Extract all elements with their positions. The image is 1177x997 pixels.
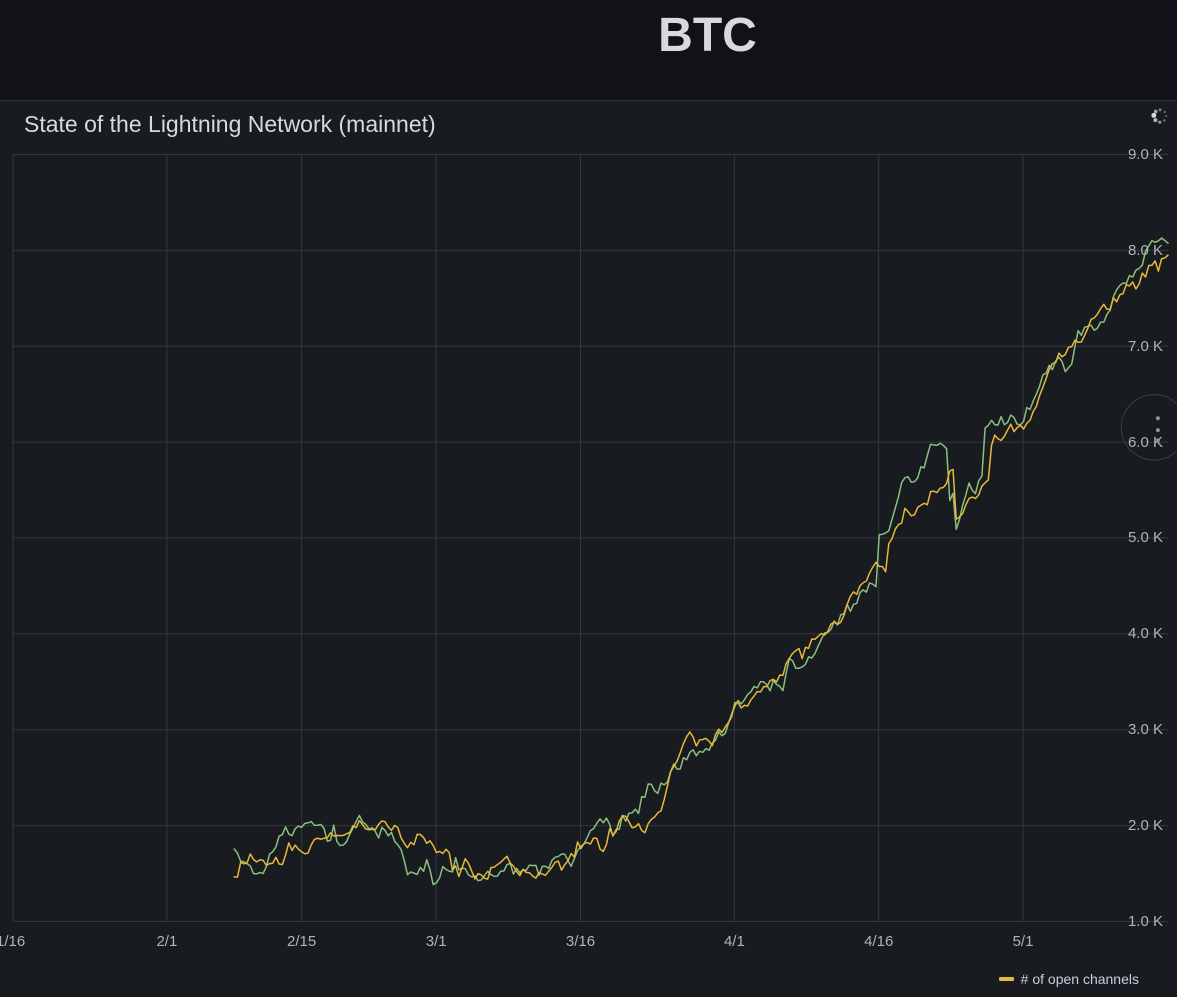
svg-text:4/1: 4/1	[724, 933, 745, 950]
svg-text:5/1: 5/1	[1013, 933, 1034, 950]
svg-text:2/1: 2/1	[156, 933, 177, 950]
svg-text:4.0 K: 4.0 K	[1128, 625, 1163, 642]
svg-text:1.0 K: 1.0 K	[1128, 913, 1163, 930]
svg-text:1/16: 1/16	[0, 933, 25, 950]
svg-text:3.0 K: 3.0 K	[1128, 721, 1163, 738]
svg-text:5.0 K: 5.0 K	[1128, 529, 1163, 546]
svg-text:6.0 K: 6.0 K	[1128, 434, 1163, 451]
svg-text:4/16: 4/16	[864, 933, 893, 950]
svg-text:7.0 K: 7.0 K	[1128, 338, 1163, 355]
svg-text:2/15: 2/15	[287, 933, 316, 950]
svg-text:3/16: 3/16	[566, 933, 595, 950]
svg-text:3/1: 3/1	[426, 933, 447, 950]
svg-text:2.0 K: 2.0 K	[1128, 817, 1163, 834]
svg-text:8.0 K: 8.0 K	[1128, 242, 1163, 259]
svg-text:9.0 K: 9.0 K	[1128, 146, 1163, 163]
